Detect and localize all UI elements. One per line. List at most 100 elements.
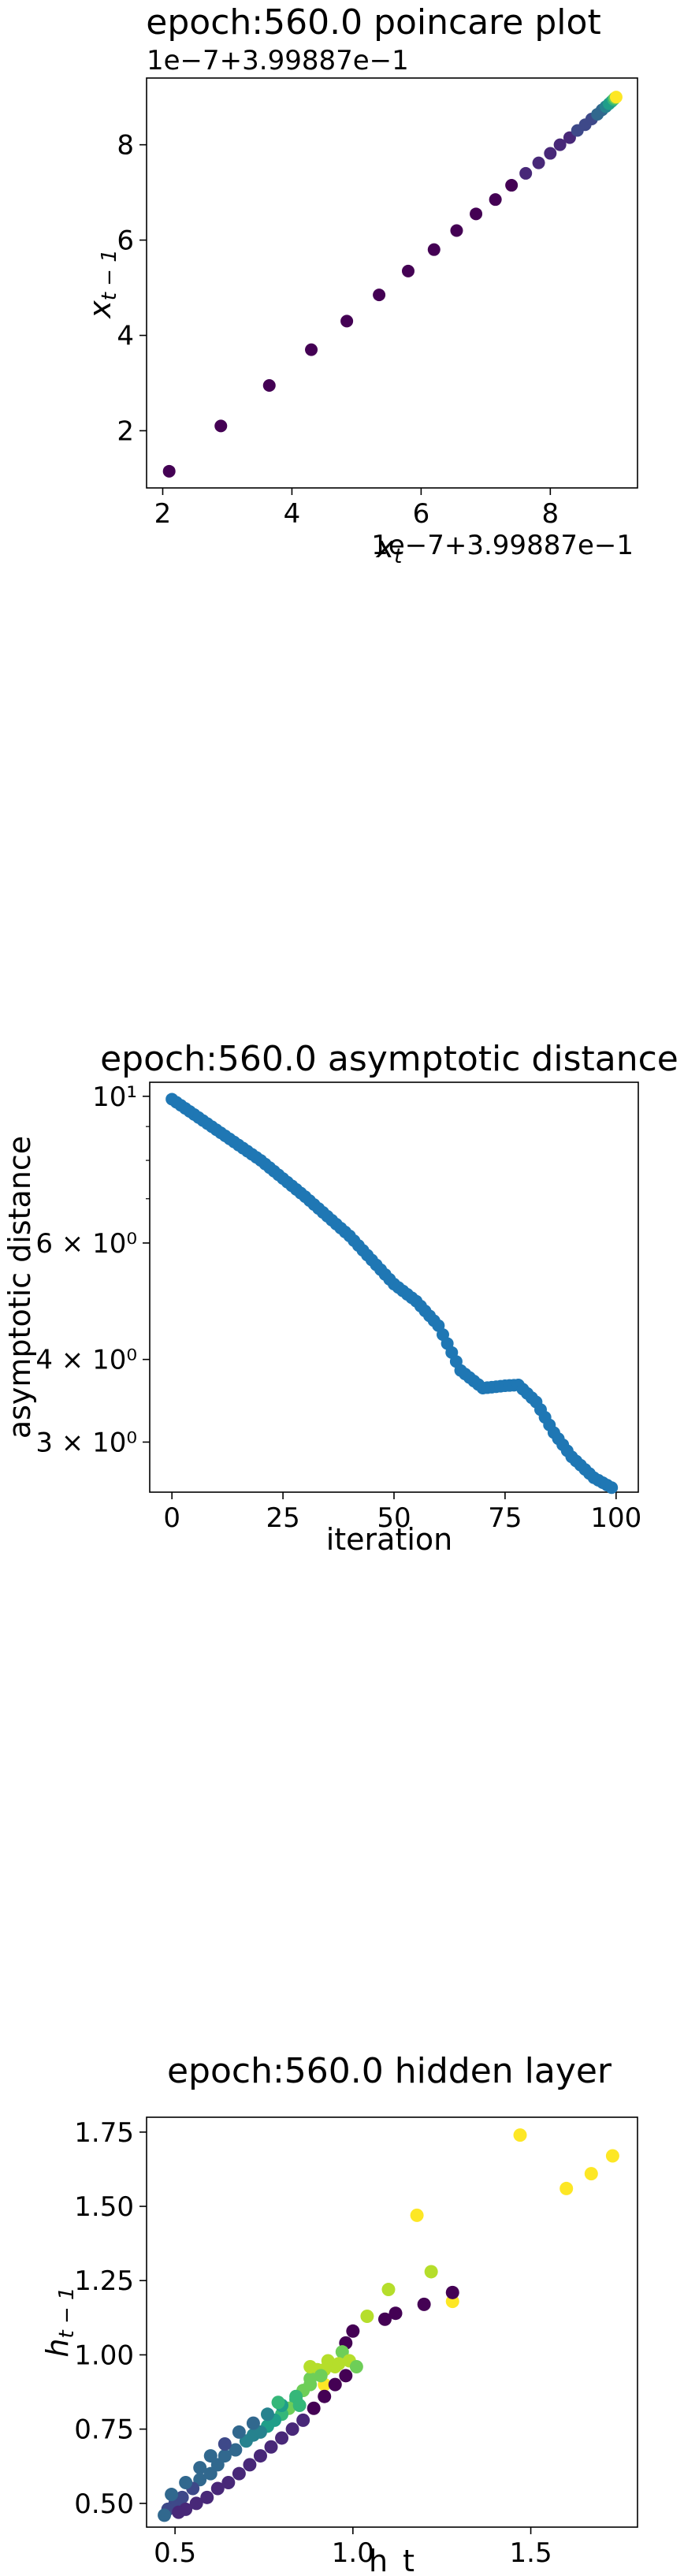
asymptotic-x-label: iteration [326,1522,453,1557]
2-xtick-label: 0.5 [154,2537,196,2569]
poincare-point [427,243,441,256]
hidden-layer-point [200,2490,214,2504]
hidden-layer-point [271,2395,285,2410]
poincare-point [532,156,545,169]
hidden-layer-point [303,2360,318,2374]
asymptotic-y-label: asymptotic distance [2,1136,37,1439]
1-xtick-label: 100 [590,1502,641,1534]
0-ytick-label: 6 [117,225,134,257]
2-ytick-label: 0.50 [74,2489,134,2520]
1-xtick-label: 75 [488,1502,522,1534]
poincare-point [305,343,318,356]
2-ytick-label: 1.00 [74,2340,134,2371]
hidden-layer-point [339,2369,353,2383]
0-ytick-label: 4 [117,321,134,352]
hidden-layer-point [424,2265,438,2279]
hidden-layer-point [445,2285,459,2299]
0-ytick-label: 2 [117,415,134,447]
hidden-layer-point [203,2466,217,2481]
hidden-layer-point [232,2466,246,2481]
poincare-point [609,91,623,104]
hidden-layer-point [217,2449,232,2463]
poincare-point [553,138,567,151]
hidden-layer-point [217,2436,232,2451]
hidden-layer-title: epoch:560.0 hidden layer [167,2051,612,2091]
2-ytick-label: 0.75 [74,2414,134,2446]
hidden-layer-point [292,2399,307,2413]
poincare-axes-frame [146,77,638,489]
hidden-layer-point [605,2149,619,2163]
poincare-point [340,315,354,328]
hidden-layer-point [346,2324,360,2338]
poincare-point [450,224,463,237]
hidden-layer-point [332,2357,346,2371]
hidden-layer-point [328,2377,342,2392]
hidden-layer-axes-frame [146,2116,638,2528]
hidden-layer-point [377,2312,392,2326]
hidden-layer-point [335,2345,349,2359]
hidden-layer-point [381,2283,396,2297]
poincare-point [519,166,533,180]
poincare-point [489,193,502,207]
1-ytick-label: 4 × 10⁰ [35,1345,137,1376]
poincare-x-offset: 1e−7+3.99887e−1 [371,530,634,561]
hidden-layer-point [193,2473,207,2487]
hidden-layer-point [307,2401,321,2415]
2-xtick-label: 1.5 [510,2537,552,2569]
hidden-layer-point [165,2488,179,2502]
asymptotic-title: epoch:560.0 asymptotic distance [100,1039,678,1079]
poincare-point [162,464,176,478]
hidden-layer-point [229,2443,243,2457]
hidden-layer-point [318,2389,332,2403]
poincare-y-offset: 1e−7+3.99887e−1 [147,45,409,76]
hidden-layer-point [221,2475,236,2489]
1-xtick-label: 50 [377,1502,411,1534]
hidden-layer-plot: epoch:560.0 hidden layer 0.5 1.0 1.5 0.50 0… [40,2051,638,2576]
poincare-point [373,288,386,302]
hidden-layer-point [189,2496,203,2511]
0-xtick-label: 6 [413,498,430,530]
hidden-layer-point [264,2440,278,2454]
hidden-layer-point [349,2360,363,2374]
poincare-point [470,207,483,221]
0-xtick-label: 4 [284,498,301,530]
asymptotic-distance-plot: epoch:560.0 asymptotic distance 0 25 50 75 1… [2,1039,678,1557]
hidden-layer-point [314,2369,328,2383]
hidden-layer-point [559,2181,574,2195]
2-ytick-label: 1.50 [74,2191,134,2223]
poincare-y-label: xt − 1 [83,249,121,319]
hidden-layer-point [158,2508,172,2522]
hidden-layer-point [417,2297,431,2311]
hidden-layer-point [210,2481,225,2496]
1-ytick-label: 3 × 10⁰ [35,1427,137,1458]
poincare-point [505,179,519,192]
2-ytick-label: 1.25 [74,2265,134,2297]
hidden-layer-point [360,2309,374,2323]
hidden-layer-y-label: ht − 1 [40,2287,79,2357]
1-xtick-label: 25 [266,1502,299,1534]
hidden-layer-point [296,2413,310,2427]
1-xtick-label: 0 [163,1502,180,1534]
1-ytick-label: 10¹ [92,1081,137,1113]
hidden-layer-point [172,2505,186,2519]
hidden-layer-point [513,2128,527,2142]
hidden-layer-point [388,2306,403,2321]
hidden-layer-point [243,2458,257,2472]
poincare-point [401,264,414,277]
0-xtick-label: 8 [542,498,559,530]
hidden-layer-point [253,2449,267,2463]
hidden-layer-point [285,2422,299,2436]
2-xtick-label: 1.0 [332,2537,374,2569]
poincare-title: epoch:560.0 poincare plot [146,2,600,43]
2-ytick-label: 1.75 [74,2117,134,2149]
poincare-point [214,419,228,433]
hidden-layer-point [410,2208,424,2222]
hidden-layer-point [275,2431,289,2445]
hidden-layer-point [239,2434,253,2448]
hidden-layer-point [203,2449,217,2463]
0-ytick-label: 8 [117,130,134,162]
poincare-plot: epoch:560.0 poincare plot 1e−7+3.99887e−… [83,2,638,568]
hidden-layer-point [193,2461,207,2475]
poincare-point [544,147,557,160]
